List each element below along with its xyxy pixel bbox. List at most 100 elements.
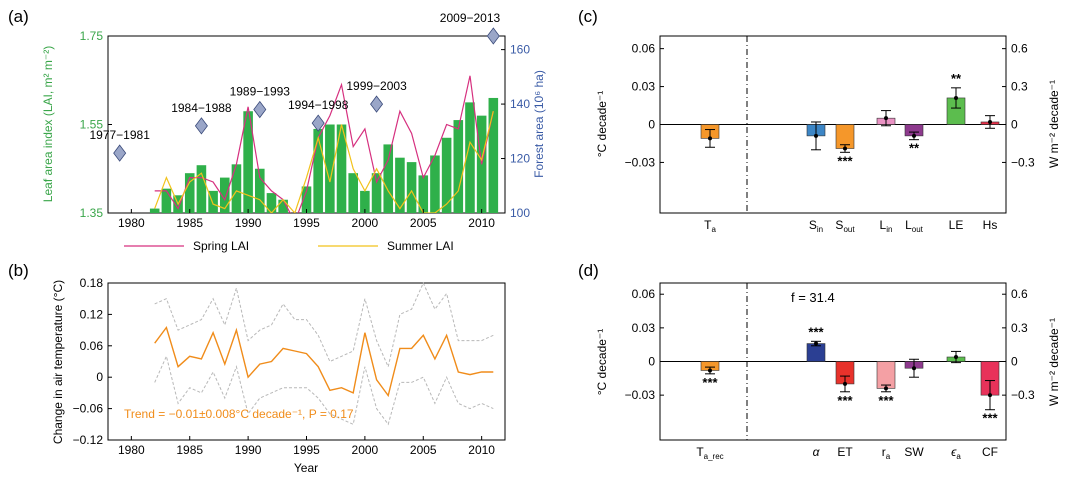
summer-lai-line (154, 111, 494, 213)
category-label: α (813, 445, 821, 459)
category-label: Sout (835, 218, 855, 234)
category-label: Hs (983, 218, 998, 232)
x-tick-label: 1990 (235, 443, 262, 457)
significance-label: *** (808, 324, 824, 339)
x-tick-label: 1985 (176, 216, 203, 230)
y-right-tick-label: 0.6 (1011, 42, 1028, 56)
category-label: Sin (809, 218, 823, 234)
significance-label: *** (837, 393, 853, 408)
forest-area-diamond (486, 27, 500, 45)
y-tick-label: −0.03 (625, 155, 656, 169)
category-label: Lout (905, 218, 924, 234)
forest-period-label: 1994−1998 (288, 98, 349, 112)
panel-c-ylabel-right: W m⁻² decade⁻¹ (1047, 80, 1061, 168)
lai-bar (488, 97, 499, 213)
forest-period-label: 1977−1981 (89, 128, 150, 142)
panel-d-ylabel-right: W m⁻² decade⁻¹ (1047, 318, 1061, 406)
panel-label-b: (b) (8, 261, 29, 280)
panel-a-bars (149, 97, 499, 213)
lai-bar (313, 128, 323, 213)
category-label: ET (837, 445, 853, 459)
forest-period-label: 1989−1993 (230, 85, 291, 99)
panel-b-xlabel: Year (294, 461, 318, 475)
y-tick-label: 0.03 (632, 80, 656, 94)
panel-c-ylabel: °C decade⁻¹ (595, 91, 609, 158)
y-right-tick-label: −0.3 (1011, 155, 1035, 169)
panel-a-lines (154, 75, 494, 213)
y-tick-label: −0.06 (73, 402, 104, 416)
lai-bar (453, 120, 464, 213)
lai-bar (301, 186, 312, 213)
y-tick-label: −0.12 (73, 433, 104, 447)
mean-dot (988, 393, 992, 398)
forest-area-diamond (253, 100, 267, 119)
forest-period-label: 2009−2013 (440, 11, 501, 25)
lai-bar (395, 157, 405, 213)
x-tick-label: 2000 (352, 216, 379, 230)
y-right-tick-label: 0 (1011, 355, 1018, 369)
panel-b-ticks: 0.18 0.12 0.06 0 −0.06 −0.12 1980 1985 1990 1995 2… (73, 276, 496, 457)
y-right-tick-label: 140 (510, 97, 530, 111)
x-tick-label: 1995 (293, 216, 320, 230)
mean-dot (954, 95, 958, 100)
lai-bar (336, 124, 347, 213)
category-label: Ta (704, 218, 716, 234)
x-tick-label: 2005 (410, 216, 437, 230)
y-right-tick-label: 0.3 (1011, 80, 1028, 94)
lai-bar (465, 102, 475, 213)
y-right-tick-label: −0.3 (1011, 388, 1035, 402)
mean-dot (708, 136, 712, 141)
significance-label: *** (878, 393, 894, 408)
y-tick-label: 0.03 (632, 321, 656, 335)
x-tick-label: 2005 (410, 443, 437, 457)
y-right-tick-label: 100 (510, 206, 530, 220)
mean-dot (843, 381, 847, 386)
x-tick-label: 2010 (468, 216, 495, 230)
x-tick-label: 1980 (118, 216, 145, 230)
significance-label: ** (909, 141, 920, 156)
forest-area-diamond (194, 117, 208, 135)
lai-bar (149, 208, 160, 213)
temperature-bound-line (154, 354, 494, 426)
forest-period-label: 1984−1988 (171, 101, 232, 115)
temperature-mean-line (154, 325, 494, 398)
y-tick-label: 1.35 (80, 206, 104, 220)
y-right-tick-label: 120 (510, 152, 530, 166)
lai-bar (243, 111, 253, 213)
panel-b-trend-annotation: Trend = −0.01±0.008°C decade⁻¹, P = 0.17 (124, 407, 354, 421)
y-tick-label: 0 (648, 355, 655, 369)
y-tick-label: 0.06 (632, 42, 656, 56)
lai-bar (441, 137, 452, 213)
y-right-tick-label: 0.3 (1011, 321, 1028, 335)
mean-dot (884, 116, 888, 121)
mean-dot (814, 341, 818, 346)
significance-label: ** (951, 71, 962, 86)
lai-bar (325, 124, 335, 213)
y-tick-label: 0.06 (632, 287, 656, 301)
lai-bar (231, 164, 242, 213)
panel-label-a: (a) (8, 7, 29, 26)
mean-dot (708, 368, 712, 373)
mean-dot (814, 133, 818, 138)
lai-bar (430, 155, 440, 213)
mean-dot (843, 146, 847, 151)
y-tick-label: −0.03 (625, 388, 656, 402)
panel-a-ylabel: Leaf area index (LAI, m² m⁻²) (41, 46, 55, 202)
significance-label: *** (982, 411, 998, 426)
y-tick-label: 1.55 (80, 118, 104, 132)
legend-spring-label: Spring LAI (193, 239, 249, 253)
x-tick-label: 2000 (352, 443, 379, 457)
panel-b-ylabel: Change in air temperature (°C) (51, 280, 65, 444)
mean-dot (954, 355, 958, 360)
forest-area-diamond (370, 95, 384, 113)
spring-lai-line (154, 75, 494, 213)
forest-area-diamond (113, 144, 127, 162)
x-tick-label: 1995 (293, 443, 320, 457)
mean-dot (912, 133, 916, 138)
significance-label: *** (837, 153, 853, 168)
y-right-tick-label: 0 (1011, 118, 1018, 132)
lai-bar (406, 162, 417, 213)
